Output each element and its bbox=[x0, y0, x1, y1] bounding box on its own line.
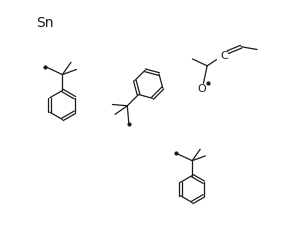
Text: O: O bbox=[198, 84, 207, 94]
Text: C: C bbox=[220, 50, 228, 60]
Text: Sn: Sn bbox=[36, 16, 54, 30]
